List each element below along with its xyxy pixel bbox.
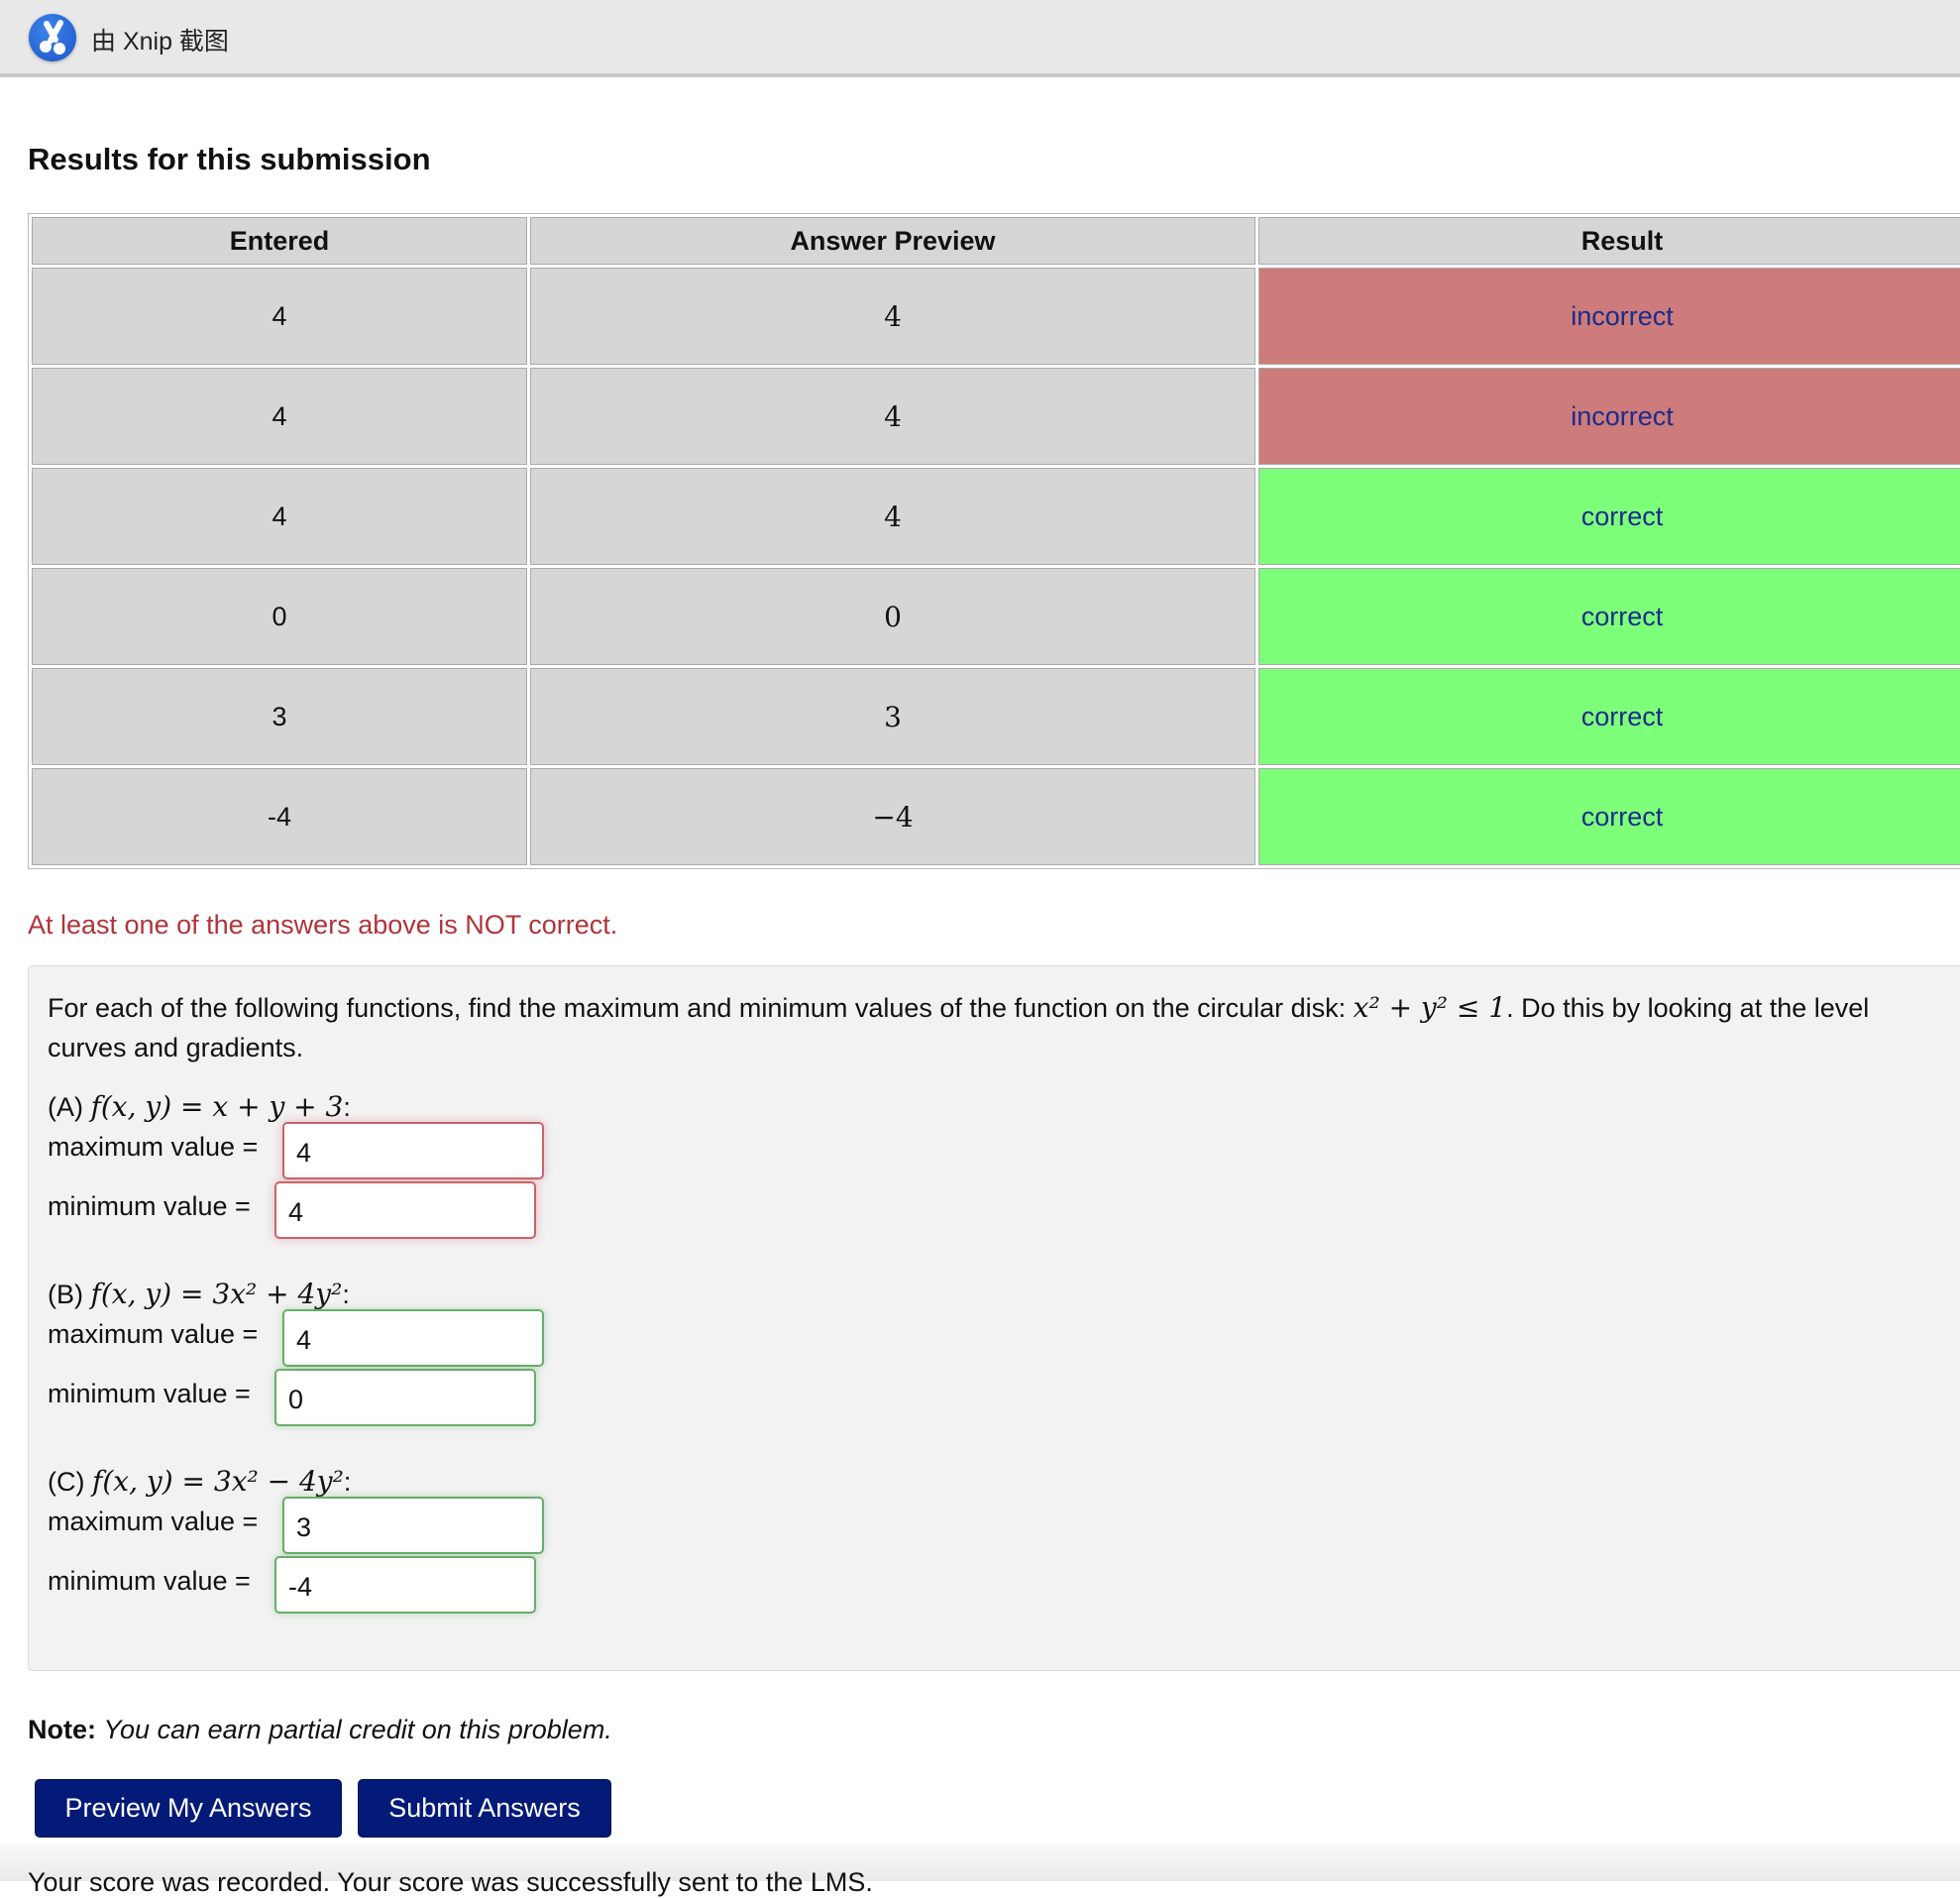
note-text: You can earn partial credit on this prob… — [103, 1715, 612, 1744]
note: Note: You can earn partial credit on thi… — [28, 1715, 612, 1745]
max-label: maximum value = — [48, 1132, 259, 1162]
problem-box: For each of the following functions, fin… — [28, 965, 1960, 1671]
error-message: At least one of the answers above is NOT… — [28, 910, 618, 940]
table-header-row: Entered Answer Preview Result — [32, 217, 1960, 265]
xnip-scissors-icon — [29, 14, 76, 61]
result-cell: incorrect — [1258, 368, 1960, 465]
part-label: (C) — [48, 1467, 85, 1497]
footer: Your score was recorded. Your score was … — [0, 1843, 1960, 1897]
problem-intro: For each of the following functions, fin… — [48, 993, 1347, 1023]
entered-cell: 4 — [32, 368, 527, 465]
table-row: 0 0 correct — [32, 568, 1960, 665]
max-value-input[interactable]: 4 — [282, 1122, 544, 1179]
screenshot-tool-bar: 由 Xnip 截图 — [0, 0, 1960, 77]
result-cell: correct — [1258, 668, 1960, 765]
min-label: minimum value = — [48, 1379, 251, 1408]
problem-statement: For each of the following functions, fin… — [48, 988, 1940, 1067]
part-formula: f(x, y) = 3x² + 4y² — [90, 1278, 343, 1310]
table-row: 4 4 incorrect — [32, 268, 1960, 365]
preview-cell: 3 — [530, 668, 1255, 765]
preview-answers-button[interactable]: Preview My Answers — [35, 1779, 342, 1838]
entered-cell: 4 — [32, 268, 527, 365]
note-label: Note: — [28, 1715, 96, 1744]
min-label: minimum value = — [48, 1566, 251, 1596]
header-entered: Entered — [32, 217, 527, 265]
part-label: (B) — [48, 1280, 83, 1309]
preview-cell: 0 — [530, 568, 1255, 665]
entered-cell: -4 — [32, 768, 527, 865]
window-title: 由 Xnip 截图 — [91, 28, 229, 56]
table-row: -4 −4 correct — [32, 768, 1960, 865]
table-row: 3 3 correct — [32, 668, 1960, 765]
page-title: Results for this submission — [28, 142, 431, 176]
disk-formula: x² + y² ≤ 1 — [1353, 991, 1507, 1024]
submit-answers-button[interactable]: Submit Answers — [358, 1779, 611, 1838]
preview-cell: −4 — [530, 768, 1255, 865]
part-formula: f(x, y) = 3x² − 4y² — [92, 1465, 344, 1498]
min-value-input[interactable]: -4 — [274, 1556, 536, 1614]
max-value-input[interactable]: 4 — [282, 1309, 544, 1367]
header-result: Result — [1258, 217, 1960, 265]
result-cell: correct — [1258, 768, 1960, 865]
part-formula: f(x, y) = x + y + 3 — [90, 1090, 344, 1123]
table-row: 4 4 correct — [32, 468, 1960, 565]
min-value-input[interactable]: 4 — [274, 1181, 536, 1239]
part-heading: (A) f(x, y) = x + y + 3: — [48, 1090, 351, 1123]
min-label: minimum value = — [48, 1191, 251, 1221]
part-label: (A) — [48, 1092, 83, 1122]
part-heading: (C) f(x, y) = 3x² − 4y²: — [48, 1465, 352, 1498]
header-answer-preview: Answer Preview — [530, 217, 1255, 265]
results-table: Entered Answer Preview Result 4 4 incorr… — [28, 213, 1960, 869]
preview-cell: 4 — [530, 368, 1255, 465]
result-cell: incorrect — [1258, 268, 1960, 365]
max-label: maximum value = — [48, 1319, 259, 1349]
result-cell: correct — [1258, 468, 1960, 565]
preview-cell: 4 — [530, 468, 1255, 565]
entered-cell: 3 — [32, 668, 527, 765]
problem-intro-end: . Do this by looking at the level curves… — [48, 993, 1870, 1062]
min-value-input[interactable]: 0 — [274, 1369, 536, 1426]
result-cell: correct — [1258, 568, 1960, 665]
part-heading: (B) f(x, y) = 3x² + 4y²: — [48, 1278, 350, 1310]
max-value-input[interactable]: 3 — [282, 1497, 544, 1554]
entered-cell: 4 — [32, 468, 527, 565]
preview-cell: 4 — [530, 268, 1255, 365]
score-status: Your score was recorded. Your score was … — [28, 1867, 873, 1897]
max-label: maximum value = — [48, 1507, 259, 1536]
entered-cell: 0 — [32, 568, 527, 665]
table-row: 4 4 incorrect — [32, 368, 1960, 465]
